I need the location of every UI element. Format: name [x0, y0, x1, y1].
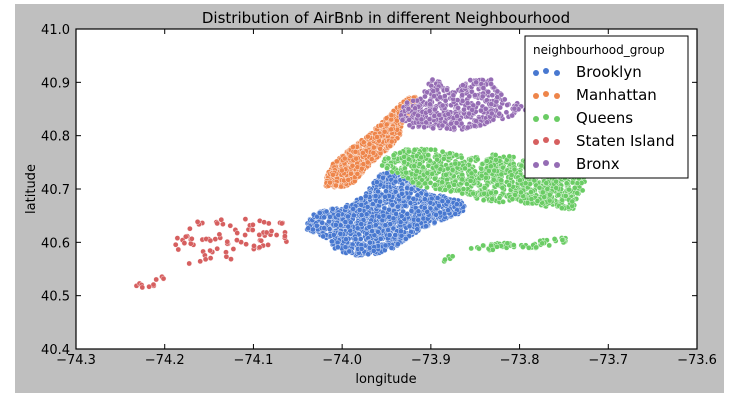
legend-label: Bronx	[576, 155, 620, 173]
legend-item-staten-island: Staten Island	[533, 132, 675, 150]
legend-marker-icon	[533, 93, 539, 99]
legend-label: Manhattan	[576, 86, 657, 104]
legend-marker-icon	[554, 139, 560, 145]
y-tick-label: 41.0	[41, 23, 70, 38]
x-tick-label: −73.7	[588, 353, 628, 368]
legend-box	[524, 35, 689, 179]
legend-marker-icon	[543, 160, 549, 166]
legend-marker-icon	[543, 68, 549, 74]
y-tick-label: 40.8	[41, 130, 70, 145]
legend-item-brooklyn: Brooklyn	[533, 63, 642, 81]
y-tick-label: 40.6	[41, 236, 70, 251]
x-tick-label: −73.9	[411, 353, 451, 368]
chart-title: Distribution of AirBnb in different Neig…	[202, 9, 570, 27]
legend-item-queens: Queens	[533, 109, 633, 127]
legend-marker-icon	[554, 93, 560, 99]
legend-item-bronx: Bronx	[533, 155, 620, 173]
legend-marker-icon	[543, 91, 549, 97]
legend: neighbourhood_group Brooklyn Manhattan Que…	[524, 35, 689, 179]
legend-label: Brooklyn	[576, 63, 642, 81]
scatter-points	[133, 76, 588, 291]
x-tick-label: −73.8	[500, 353, 540, 368]
legend-marker-icon	[543, 137, 549, 143]
y-tick-label: 40.9	[41, 76, 70, 91]
legend-marker-icon	[543, 114, 549, 120]
legend-label: Staten Island	[576, 132, 675, 150]
legend-marker-icon	[533, 116, 539, 122]
y-tick-label: 40.4	[41, 343, 70, 358]
x-tick-label: −74.1	[234, 353, 274, 368]
legend-item-manhattan: Manhattan	[533, 86, 657, 104]
legend-marker-icon	[554, 70, 560, 76]
legend-marker-icon	[533, 139, 539, 145]
y-tick-label: 40.7	[41, 183, 70, 198]
x-tick-label: −74.3	[56, 353, 96, 368]
y-axis-label: latitude	[24, 164, 39, 214]
x-tick-label: −74.0	[322, 353, 362, 368]
x-tick-label: −73.6	[677, 353, 717, 368]
x-tick-label: −74.2	[145, 353, 185, 368]
legend-marker-icon	[554, 162, 560, 168]
legend-label: Queens	[576, 109, 633, 127]
legend-title: neighbourhood_group	[533, 43, 665, 57]
legend-marker-icon	[533, 162, 539, 168]
axis-ticks: −74.3 −74.2 −74.1 −74.0 −73.9 −73.8 −73.7 −73.6…	[41, 23, 717, 368]
legend-marker-icon	[554, 116, 560, 122]
legend-marker-icon	[533, 70, 539, 76]
x-axis-label: longitude	[355, 372, 416, 387]
y-tick-label: 40.5	[41, 290, 70, 305]
